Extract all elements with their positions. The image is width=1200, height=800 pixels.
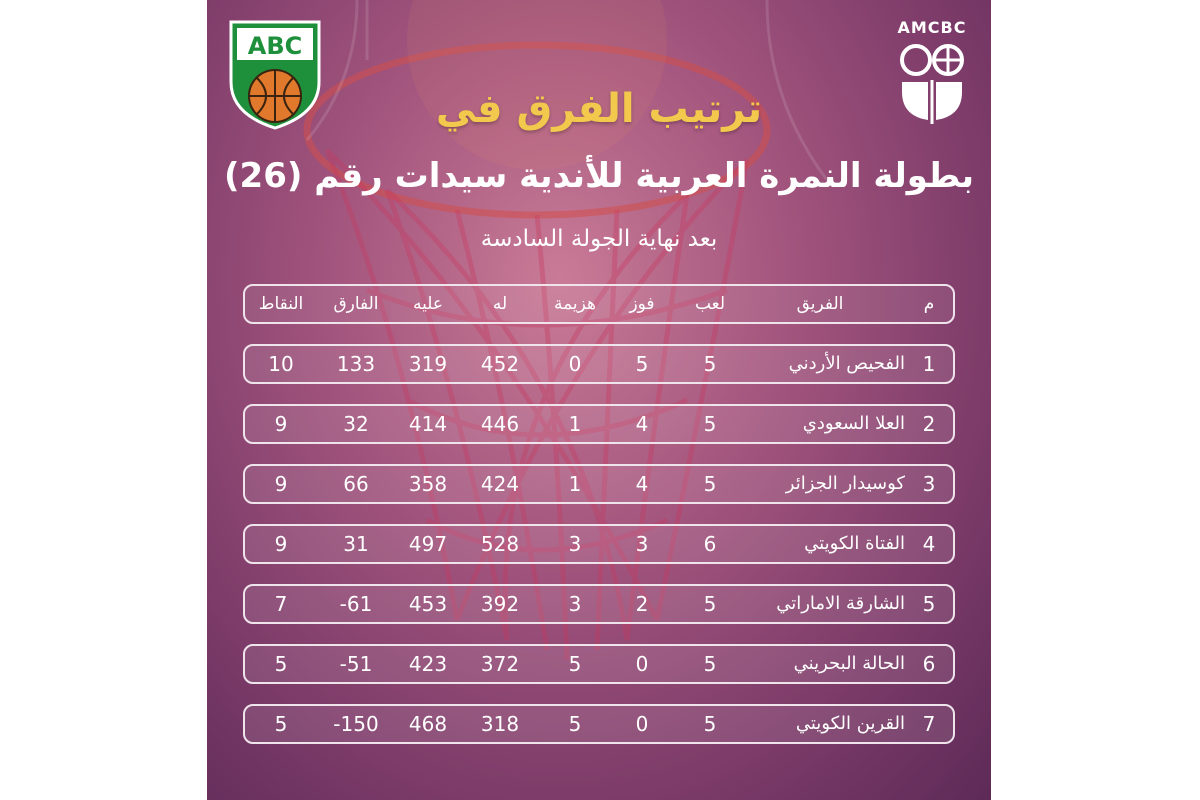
col-header-lost: هزيمة bbox=[553, 294, 597, 314]
cell-against: 453 bbox=[408, 592, 448, 616]
cell-against: 497 bbox=[408, 532, 448, 556]
cell-diff: 133 bbox=[336, 352, 376, 376]
cell-against: 414 bbox=[408, 412, 448, 436]
cell-points: 9 bbox=[274, 532, 288, 556]
cell-team: الفحيص الأردني bbox=[788, 353, 905, 374]
cell-rank: 3 bbox=[922, 472, 936, 496]
cell-team: الشارقة الاماراتي bbox=[776, 593, 905, 614]
cell-against: 423 bbox=[408, 652, 448, 676]
cell-for: 528 bbox=[480, 532, 520, 556]
abc-logo: ABC bbox=[229, 20, 321, 130]
col-header-diff: الفارق bbox=[333, 294, 379, 314]
cell-against: 468 bbox=[408, 712, 448, 736]
cell-points: 5 bbox=[274, 652, 288, 676]
cell-lost: 5 bbox=[568, 652, 582, 676]
cell-won: 4 bbox=[635, 472, 649, 496]
cell-played: 6 bbox=[703, 532, 717, 556]
cell-for: 392 bbox=[480, 592, 520, 616]
cell-team: كوسيدار الجزائر bbox=[785, 473, 905, 494]
cell-for: 372 bbox=[480, 652, 520, 676]
cell-diff: 32 bbox=[343, 412, 369, 436]
table-row: 5 الشارقة الاماراتي 5 2 3 392 453 -61 7 bbox=[243, 584, 955, 624]
cell-for: 424 bbox=[480, 472, 520, 496]
col-header-won: فوز bbox=[629, 294, 655, 314]
cell-team: العلا السعودي bbox=[802, 413, 905, 434]
cell-diff: 66 bbox=[343, 472, 369, 496]
col-header-against: عليه bbox=[412, 294, 443, 314]
cell-lost: 0 bbox=[568, 352, 582, 376]
table-row: 7 القرين الكويتي 5 0 5 318 468 -150 5 bbox=[243, 704, 955, 744]
table-row: 3 كوسيدار الجزائر 5 4 1 424 358 66 9 bbox=[243, 464, 955, 504]
cell-against: 358 bbox=[408, 472, 448, 496]
basketball-hoop-net-illustration bbox=[303, 0, 829, 661]
col-header-points: النقاط bbox=[258, 294, 304, 314]
abc-logo-text: ABC bbox=[248, 32, 302, 60]
cell-played: 5 bbox=[703, 652, 717, 676]
table-row: 4 الفتاة الكويتي 6 3 3 528 497 31 9 bbox=[243, 524, 955, 564]
cell-rank: 6 bbox=[922, 652, 936, 676]
cell-won: 4 bbox=[635, 412, 649, 436]
cell-won: 0 bbox=[635, 652, 649, 676]
cell-lost: 3 bbox=[568, 592, 582, 616]
col-header-played: لعب bbox=[694, 294, 726, 314]
cell-rank: 4 bbox=[922, 532, 936, 556]
cell-won: 5 bbox=[635, 352, 649, 376]
table-row: 6 الحالة البحريني 5 0 5 372 423 -51 5 bbox=[243, 644, 955, 684]
title-line-1: ترتيب الفرق في bbox=[435, 86, 763, 132]
cell-points: 5 bbox=[274, 712, 288, 736]
col-header-for: له bbox=[492, 294, 508, 314]
cell-rank: 5 bbox=[922, 592, 936, 616]
table-row: 1 الفحيص الأردني 5 5 0 452 319 133 10 bbox=[243, 344, 955, 384]
cell-won: 0 bbox=[635, 712, 649, 736]
table-header-row: م الفريق لعب فوز هزيمة له عليه الفارق ال… bbox=[243, 284, 955, 324]
cell-for: 318 bbox=[480, 712, 520, 736]
cell-played: 5 bbox=[703, 352, 717, 376]
amcbc-logo: AMCBC bbox=[892, 18, 972, 128]
cell-for: 446 bbox=[480, 412, 520, 436]
cell-team: القرين الكويتي bbox=[795, 713, 905, 734]
cell-points: 7 bbox=[274, 592, 288, 616]
subtitle: بعد نهاية الجولة السادسة bbox=[480, 226, 718, 252]
cell-won: 3 bbox=[635, 532, 649, 556]
cell-lost: 1 bbox=[568, 412, 582, 436]
cell-diff: -150 bbox=[333, 712, 379, 736]
cell-won: 2 bbox=[635, 592, 649, 616]
amcbc-logo-text: AMCBC bbox=[897, 18, 967, 37]
cell-rank: 7 bbox=[922, 712, 936, 736]
cell-lost: 1 bbox=[568, 472, 582, 496]
col-header-rank: م bbox=[923, 294, 935, 314]
title-line-2: بطولة النمرة العربية للأندية سيدات رقم (… bbox=[223, 156, 974, 196]
cell-lost: 5 bbox=[568, 712, 582, 736]
cell-points: 10 bbox=[268, 352, 294, 376]
amcbc-emblem-icon bbox=[900, 44, 964, 124]
cell-against: 319 bbox=[408, 352, 448, 376]
cell-played: 5 bbox=[703, 472, 717, 496]
cell-rank: 2 bbox=[922, 412, 936, 436]
col-header-team: الفريق bbox=[796, 294, 844, 314]
cell-rank: 1 bbox=[922, 352, 936, 376]
cell-team: الفتاة الكويتي bbox=[804, 533, 905, 554]
cell-points: 9 bbox=[274, 472, 288, 496]
cell-played: 5 bbox=[703, 592, 717, 616]
table-row: 2 العلا السعودي 5 4 1 446 414 32 9 bbox=[243, 404, 955, 444]
cell-diff: -61 bbox=[339, 592, 373, 616]
cell-played: 5 bbox=[703, 712, 717, 736]
cell-points: 9 bbox=[274, 412, 288, 436]
standings-poster: ABC AMCBC ترتيب الفرق في بطولة النمرة ال… bbox=[207, 0, 991, 800]
cell-diff: -51 bbox=[339, 652, 373, 676]
cell-diff: 31 bbox=[343, 532, 369, 556]
cell-played: 5 bbox=[703, 412, 717, 436]
cell-for: 452 bbox=[480, 352, 520, 376]
cell-team: الحالة البحريني bbox=[793, 653, 905, 674]
cell-lost: 3 bbox=[568, 532, 582, 556]
